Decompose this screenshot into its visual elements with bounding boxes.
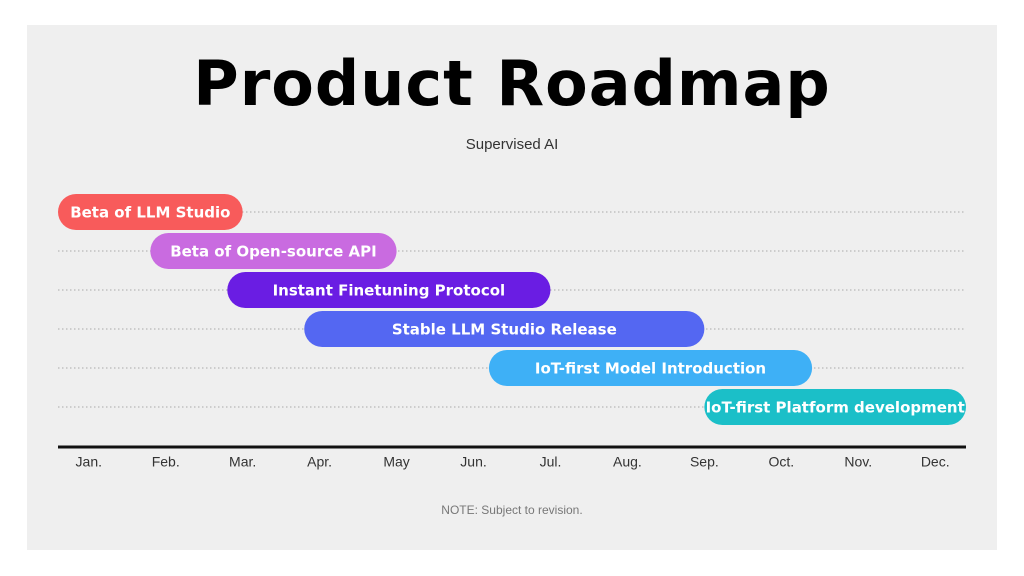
- x-tick-label: Aug.: [613, 454, 642, 470]
- task-bar: [150, 233, 397, 269]
- task-bar: [704, 389, 966, 425]
- x-tick-label: May: [383, 454, 409, 470]
- task-label: IoT-first Platform development: [706, 399, 965, 417]
- x-tick-label: Dec.: [921, 454, 950, 470]
- task-label: IoT-first Model Introduction: [535, 360, 766, 378]
- task-bar: [304, 311, 705, 347]
- task-label: Stable LLM Studio Release: [392, 321, 617, 339]
- x-tick-label: Sep.: [690, 454, 719, 470]
- task-bar: [488, 350, 813, 386]
- x-tick-label: Feb.: [152, 454, 180, 470]
- x-tick-label: Mar.: [229, 454, 256, 470]
- x-tick-label: Apr.: [307, 454, 332, 470]
- x-tick-label: Nov.: [844, 454, 872, 470]
- subtitle: Supervised AI: [466, 136, 559, 153]
- x-tick-label: Oct.: [768, 454, 794, 470]
- x-tick-label: Jan.: [76, 454, 102, 470]
- task-label: Beta of LLM Studio: [70, 204, 230, 222]
- task-bar: [58, 194, 243, 230]
- x-tick-label: Jul.: [540, 454, 562, 470]
- task-label: Instant Finetuning Protocol: [273, 282, 506, 300]
- task-bar: [227, 272, 551, 308]
- task-label: Beta of Open-source API: [170, 243, 377, 261]
- note: NOTE: Subject to revision.: [441, 503, 582, 517]
- x-tick-label: Jun.: [460, 454, 486, 470]
- chart-title: Product Roadmap: [193, 47, 830, 120]
